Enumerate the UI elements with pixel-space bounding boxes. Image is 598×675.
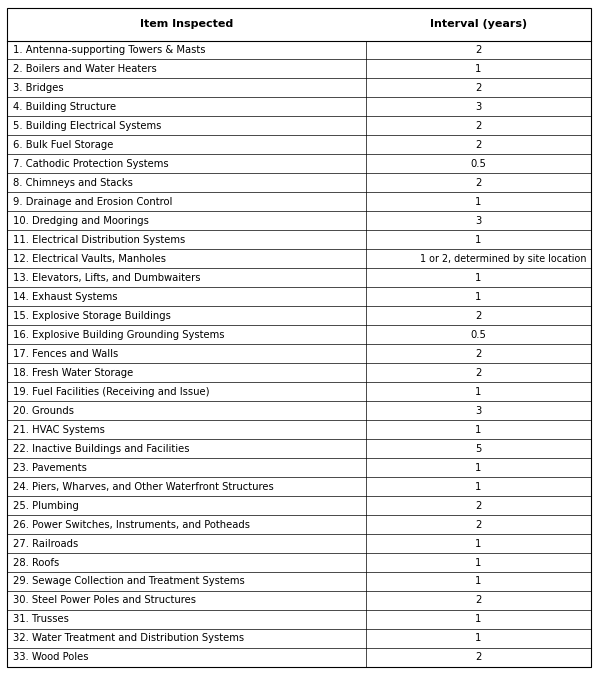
Text: 5. Building Electrical Systems: 5. Building Electrical Systems (13, 121, 161, 131)
Text: 11. Electrical Distribution Systems: 11. Electrical Distribution Systems (13, 235, 185, 245)
Text: Item Inspected: Item Inspected (140, 20, 233, 29)
Text: 2: 2 (475, 83, 481, 93)
Text: 1: 1 (475, 576, 481, 587)
Text: 2: 2 (475, 653, 481, 662)
Text: 5: 5 (475, 443, 481, 454)
Text: 12. Electrical Vaults, Manholes: 12. Electrical Vaults, Manholes (13, 254, 166, 264)
Text: 3. Bridges: 3. Bridges (13, 83, 64, 93)
Text: 24. Piers, Wharves, and Other Waterfront Structures: 24. Piers, Wharves, and Other Waterfront… (13, 481, 274, 491)
Text: 3: 3 (475, 406, 481, 416)
Text: 30. Steel Power Poles and Structures: 30. Steel Power Poles and Structures (13, 595, 196, 605)
Text: 9. Drainage and Erosion Control: 9. Drainage and Erosion Control (13, 197, 173, 207)
Text: 10. Dredging and Moorings: 10. Dredging and Moorings (13, 216, 149, 226)
Text: 2: 2 (475, 501, 481, 510)
Text: 1: 1 (475, 425, 481, 435)
Text: 2: 2 (475, 45, 481, 55)
Text: 1 or 2, determined by site location: 1 or 2, determined by site location (420, 254, 586, 264)
Text: 22. Inactive Buildings and Facilities: 22. Inactive Buildings and Facilities (13, 443, 190, 454)
Text: 2: 2 (475, 595, 481, 605)
Text: 1: 1 (475, 462, 481, 472)
Text: 2. Boilers and Water Heaters: 2. Boilers and Water Heaters (13, 64, 157, 74)
Text: 1: 1 (475, 273, 481, 283)
Text: 20. Grounds: 20. Grounds (13, 406, 74, 416)
Text: 0.5: 0.5 (471, 159, 486, 169)
Text: 1: 1 (475, 633, 481, 643)
Text: 1: 1 (475, 539, 481, 549)
Text: 1: 1 (475, 292, 481, 302)
Text: 2: 2 (475, 121, 481, 131)
Text: 23. Pavements: 23. Pavements (13, 462, 87, 472)
Text: 25. Plumbing: 25. Plumbing (13, 501, 79, 510)
Text: 32. Water Treatment and Distribution Systems: 32. Water Treatment and Distribution Sys… (13, 633, 244, 643)
Text: 0.5: 0.5 (471, 329, 486, 340)
Text: 33. Wood Poles: 33. Wood Poles (13, 653, 89, 662)
Text: 1: 1 (475, 558, 481, 568)
Text: 14. Exhaust Systems: 14. Exhaust Systems (13, 292, 118, 302)
Text: 1: 1 (475, 197, 481, 207)
Text: 2: 2 (475, 178, 481, 188)
Text: 16. Explosive Building Grounding Systems: 16. Explosive Building Grounding Systems (13, 329, 225, 340)
Text: 1: 1 (475, 481, 481, 491)
Text: 2: 2 (475, 368, 481, 378)
Text: 28. Roofs: 28. Roofs (13, 558, 59, 568)
Text: 31. Trusses: 31. Trusses (13, 614, 69, 624)
Text: 6. Bulk Fuel Storage: 6. Bulk Fuel Storage (13, 140, 114, 150)
Text: 13. Elevators, Lifts, and Dumbwaiters: 13. Elevators, Lifts, and Dumbwaiters (13, 273, 201, 283)
Text: 15. Explosive Storage Buildings: 15. Explosive Storage Buildings (13, 310, 171, 321)
Text: 2: 2 (475, 520, 481, 529)
Text: 1. Antenna-supporting Towers & Masts: 1. Antenna-supporting Towers & Masts (13, 45, 206, 55)
Text: 1: 1 (475, 387, 481, 397)
Text: Interval (years): Interval (years) (430, 20, 527, 29)
Text: 17. Fences and Walls: 17. Fences and Walls (13, 349, 118, 358)
Text: 2: 2 (475, 349, 481, 358)
Text: 7. Cathodic Protection Systems: 7. Cathodic Protection Systems (13, 159, 169, 169)
Text: 29. Sewage Collection and Treatment Systems: 29. Sewage Collection and Treatment Syst… (13, 576, 245, 587)
Text: 19. Fuel Facilities (Receiving and Issue): 19. Fuel Facilities (Receiving and Issue… (13, 387, 210, 397)
Text: 21. HVAC Systems: 21. HVAC Systems (13, 425, 105, 435)
Text: 3: 3 (475, 102, 481, 112)
Text: 2: 2 (475, 310, 481, 321)
Text: 2: 2 (475, 140, 481, 150)
Text: 18. Fresh Water Storage: 18. Fresh Water Storage (13, 368, 133, 378)
Text: 3: 3 (475, 216, 481, 226)
Text: 26. Power Switches, Instruments, and Potheads: 26. Power Switches, Instruments, and Pot… (13, 520, 250, 529)
Text: 4. Building Structure: 4. Building Structure (13, 102, 116, 112)
Text: 1: 1 (475, 614, 481, 624)
Text: 1: 1 (475, 64, 481, 74)
Text: 27. Railroads: 27. Railroads (13, 539, 78, 549)
Text: 1: 1 (475, 235, 481, 245)
Text: 8. Chimneys and Stacks: 8. Chimneys and Stacks (13, 178, 133, 188)
